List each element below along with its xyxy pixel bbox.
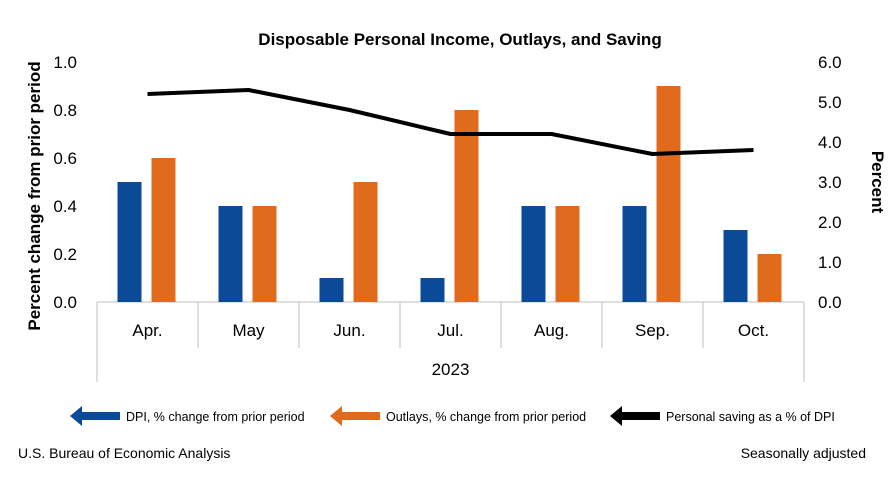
bar-outlays — [757, 254, 782, 302]
x-tick-label: Oct. — [738, 321, 769, 340]
right-axis-tick-label: 2.0 — [818, 213, 842, 232]
x-tick-label: Jun. — [333, 321, 365, 340]
bar-dpi — [319, 278, 344, 302]
legend-label: Personal saving as a % of DPI — [666, 410, 835, 424]
bar-dpi — [218, 206, 243, 302]
bar-outlays — [555, 206, 580, 302]
bar-dpi — [622, 206, 647, 302]
legend-marker — [610, 406, 660, 426]
right-axis-tick-label: 5.0 — [818, 93, 842, 112]
bar-dpi — [117, 182, 142, 302]
right-axis-tick-label: 4.0 — [818, 133, 842, 152]
legend-label: Outlays, % change from prior period — [386, 410, 586, 424]
legend-marker — [330, 406, 380, 426]
bar-outlays — [454, 110, 479, 302]
x-tick-label: Sep. — [635, 321, 670, 340]
saving-rate-line — [147, 88, 754, 156]
legend-marker — [70, 406, 120, 426]
x-tick-label: Aug. — [534, 321, 569, 340]
left-axis-tick-label: 0.0 — [53, 293, 77, 312]
right-axis-tick-label: 1.0 — [818, 253, 842, 272]
left-axis-tick-label: 0.8 — [53, 101, 77, 120]
right-axis-tick-label: 6.0 — [818, 53, 842, 72]
right-axis-title: Percent — [868, 151, 887, 214]
bar-outlays — [656, 86, 681, 302]
right-axis-tick-label: 0.0 — [818, 293, 842, 312]
plot-area: 0.0 0.2 0.4 0.6 0.8 1.0 0.0 1.0 2.0 3.0 4.0 5.0 6.0 P… — [25, 53, 887, 382]
legend-label: DPI, % change from prior period — [126, 410, 305, 424]
x-tick-label: May — [232, 321, 265, 340]
left-axis-tick-label: 1.0 — [53, 53, 77, 72]
x-tick-label: Apr. — [132, 321, 162, 340]
bar-dpi — [420, 278, 445, 302]
bar-dpi — [521, 206, 546, 302]
left-axis-title: Percent change from prior period — [25, 61, 44, 330]
bar-dpi — [723, 230, 748, 302]
left-axis-tick-label: 0.6 — [53, 149, 77, 168]
x-group-label: 2023 — [432, 360, 470, 379]
left-axis-tick-label: 0.4 — [53, 197, 77, 216]
right-axis-tick-label: 3.0 — [818, 173, 842, 192]
bar-outlays — [252, 206, 277, 302]
bar-outlays — [151, 158, 176, 302]
left-axis-tick-label: 0.2 — [53, 245, 77, 264]
x-tick-label: Jul. — [437, 321, 463, 340]
chart: Disposable Personal Income, Outlays, and… — [25, 30, 887, 426]
chart-title: Disposable Personal Income, Outlays, and… — [258, 30, 661, 49]
adjustment-note: Seasonally adjusted — [740, 445, 866, 461]
source-note: U.S. Bureau of Economic Analysis — [18, 445, 231, 461]
bar-outlays — [353, 182, 378, 302]
legend: DPI, % change from prior period Outlays, … — [70, 406, 835, 426]
